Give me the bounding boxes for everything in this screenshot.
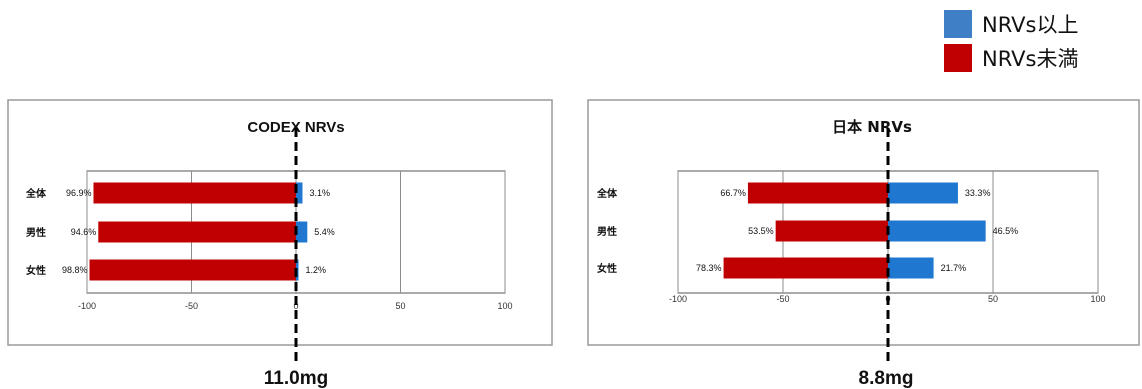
data-label-below: 66.7% (720, 188, 746, 198)
data-label-below: 78.3% (696, 263, 722, 273)
chart-title: CODEX NRVs (247, 119, 344, 136)
data-label-above: 5.4% (314, 227, 335, 237)
category-label: 男性 (597, 225, 617, 238)
bar-above (888, 182, 958, 204)
legend-label-above: NRVs以上 (982, 13, 1079, 37)
category-label: 全体 (25, 187, 47, 200)
category-label: 女性 (597, 262, 617, 275)
data-label-above: 3.1% (309, 188, 330, 198)
legend-swatch-below (944, 44, 972, 72)
data-label-above: 21.7% (941, 263, 967, 273)
data-label-below: 94.6% (71, 227, 97, 237)
x-tick-label: -50 (776, 294, 789, 304)
x-tick-label: 100 (497, 301, 512, 311)
category-label: 男性 (26, 226, 46, 239)
plot-area: -100-50050100全体66.7%33.3%男性53.5%46.5%女性7… (596, 128, 1106, 366)
plot-area: -100 -50 0 50 100 全体 96.9% 3.1% 男性 94.6% 5.4% 女性 98.… (25, 128, 513, 366)
legend-label-below: NRVs未満 (982, 47, 1079, 71)
chart-panel-japan: 日本 NRVs -100-50050100全体66.7%33.3%男性53.5%… (587, 99, 1140, 389)
x-tick-label: -50 (185, 301, 198, 311)
legend-item-below: NRVs未満 (944, 42, 1078, 74)
bar-above (888, 220, 986, 242)
bar-below (89, 259, 297, 281)
reference-value-label: 11.0mg (264, 368, 328, 389)
legend-item-above: NRVs以上 (944, 8, 1078, 40)
data-label-above: 46.5% (993, 226, 1019, 236)
category-label: 女性 (26, 264, 46, 277)
category-label: 全体 (596, 187, 618, 200)
bar-below (723, 257, 888, 279)
reference-value-label: 8.8mg (859, 368, 914, 389)
data-label-above: 33.3% (965, 188, 991, 198)
chart-title: 日本 NRVs (832, 118, 912, 136)
chart-panel-codex: CODEX NRVs -100 -50 0 50 100 全体 96.9% 3.1% 男性 94.… (7, 99, 553, 389)
bar-above (296, 182, 303, 204)
bar-above (296, 221, 308, 243)
x-tick-label: -100 (669, 294, 687, 304)
bar-above (888, 257, 934, 279)
data-label-below: 53.5% (748, 226, 774, 236)
x-tick-label: 0 (293, 301, 298, 311)
x-tick-label: 100 (1090, 294, 1105, 304)
bar-below (93, 182, 296, 204)
x-tick-label: 50 (395, 301, 405, 311)
bar-below (98, 221, 296, 243)
bar-below (747, 182, 888, 204)
legend-swatch-above (944, 10, 972, 38)
x-tick-label: -100 (78, 301, 96, 311)
data-label-below: 96.9% (66, 188, 92, 198)
x-tick-label: 50 (988, 294, 998, 304)
bar-below (775, 220, 888, 242)
data-label-above: 1.2% (306, 265, 327, 275)
data-label-below: 98.8% (62, 265, 88, 275)
